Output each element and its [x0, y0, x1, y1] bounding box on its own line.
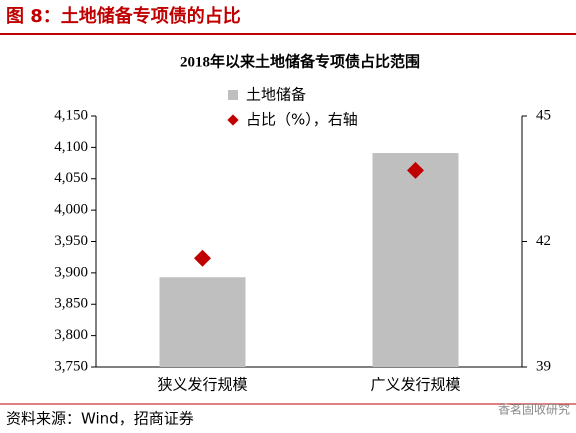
y-tick-label: 3,750: [54, 358, 88, 374]
y-tick-label: 3,850: [54, 296, 88, 312]
bar: [159, 277, 246, 367]
y-tick-label: 4,050: [54, 170, 88, 186]
y-tick-label: 4,100: [54, 139, 88, 155]
y2-tick-label: 45: [536, 107, 551, 123]
legend-label: 占比（%），右轴: [246, 111, 358, 129]
y2-tick-label: 42: [536, 233, 551, 249]
y-tick-label: 4,150: [54, 107, 88, 123]
legend-swatch: [228, 90, 238, 100]
legend-label: 土地储备: [246, 86, 306, 104]
figure-header: 图 8：土地储备专项债的占比: [6, 5, 241, 27]
source-note: 资料来源：Wind，招商证券: [6, 410, 194, 428]
y2-tick-label: 39: [536, 358, 551, 374]
y-tick-label: 3,900: [54, 264, 88, 280]
x-tick-label: 广义发行规模: [370, 376, 460, 394]
diamond-marker: [407, 161, 424, 179]
y-tick-label: 3,800: [54, 327, 88, 343]
chart-title: 2018年以来土地储备专项债占比范围: [180, 52, 420, 70]
y-tick-label: 4,000: [54, 202, 88, 218]
bar: [372, 153, 459, 367]
diamond-marker: [194, 249, 211, 267]
legend-swatch: [227, 114, 239, 126]
watermark: 香茗固收研究: [498, 402, 570, 417]
x-tick-label: 狭义发行规模: [157, 376, 247, 394]
y-tick-label: 3,950: [54, 233, 88, 249]
